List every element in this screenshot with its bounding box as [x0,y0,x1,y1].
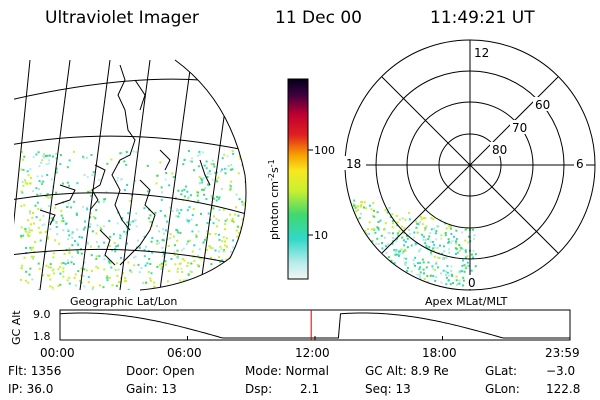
sequence-number: Seq: 13 [365,382,411,396]
xtick-1200: 12:00 [295,346,330,360]
xtick-0000: 00:00 [40,346,75,360]
altitude-plot [59,309,571,341]
colorbar-unit-label: photon cm-2s-1 [267,159,281,240]
dsp-value: 2.1 [300,382,320,396]
dsp-label: Dsp: [245,382,273,396]
glat-value: −3.0 [546,364,576,378]
flight-number: Flt: 1356 [8,364,62,378]
altitude-ytick-max: 9.0 [33,308,51,321]
time-label: 11:49:21 UT [430,8,535,28]
mlt-label-dawn: 6 [576,157,584,171]
colorbar-tick-100: 100 [314,144,335,157]
geographic-grid [14,60,246,290]
glon-label: GLon: [485,382,520,396]
mode-status: Mode: Normal [245,364,329,378]
gc-altitude: GC Alt: 8.9 Re [365,364,449,378]
mlt-label-dusk: 18 [346,157,361,171]
altitude-curve [59,312,570,339]
mlt-label-noon: 12 [474,46,489,60]
geographic-label: Geographic Lat/Lon [70,295,178,308]
glon-value: 122.8 [546,382,581,396]
instrument-title: Ultraviolet Imager [45,8,199,28]
colorbar-tick-10: 10 [314,229,328,242]
xtick-1800: 18:00 [422,346,457,360]
mlat-label-70: 70 [512,121,527,135]
mlat-label-60: 60 [535,98,550,112]
glat-label: GLat: [485,364,518,378]
xtick-2359: 23:59 [545,346,580,360]
date-label: 11 Dec 00 [275,8,362,28]
xtick-0600: 06:00 [167,346,202,360]
mlat-label-80: 80 [492,143,507,157]
aurora-emission-right [345,196,477,287]
colorbar [287,78,309,280]
door-status: Door: Open [126,364,195,378]
apex-label: Apex MLat/MLT [425,295,508,308]
ip-value: IP: 36.0 [8,382,54,396]
altitude-axis-label: GC Alt [10,310,23,345]
coastlines [39,64,211,266]
altitude-ytick-min: 1.8 [33,330,51,343]
polar-mlat-mlt-plot: 12 18 6 0 60 70 80 [344,39,596,291]
mlt-label-midnight: 0 [468,276,476,290]
gain-value: Gain: 13 [126,382,177,396]
